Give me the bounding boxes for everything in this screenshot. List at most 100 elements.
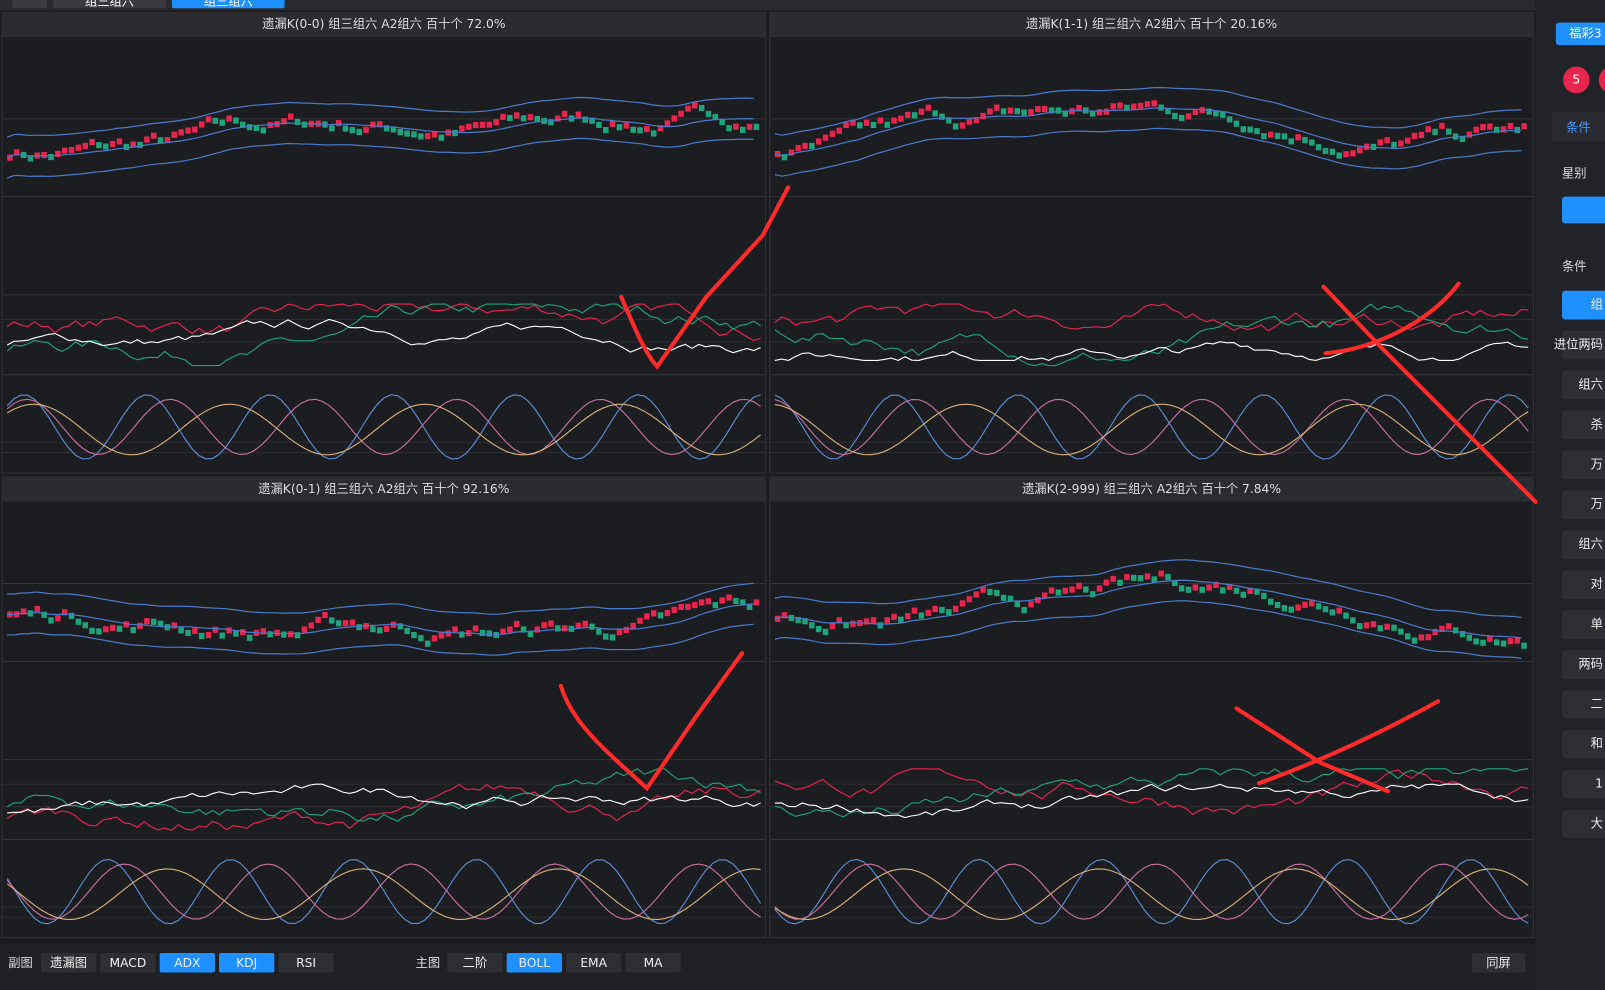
candle xyxy=(809,622,815,629)
candle xyxy=(1220,587,1226,594)
candle xyxy=(1480,639,1486,646)
sidebar-item[interactable] xyxy=(1562,490,1605,520)
candle xyxy=(123,143,130,150)
candle xyxy=(1185,586,1192,593)
toolbar-button[interactable] xyxy=(447,953,503,973)
candle xyxy=(1137,102,1144,109)
candle xyxy=(657,612,664,619)
candle xyxy=(308,622,314,629)
sidebar-item-label: 二 xyxy=(1591,697,1603,711)
sidebar-badge[interactable] xyxy=(1555,22,1605,46)
candle xyxy=(1151,100,1158,107)
candle xyxy=(68,612,75,619)
sidebar-item[interactable] xyxy=(1562,330,1605,360)
tab[interactable] xyxy=(12,0,48,9)
candle xyxy=(513,112,520,119)
candle xyxy=(438,632,445,639)
sidebar-item[interactable] xyxy=(1562,370,1605,400)
tab[interactable] xyxy=(171,0,285,9)
candle xyxy=(1514,637,1521,644)
toolbar-button[interactable] xyxy=(278,953,334,973)
sidebar-tab[interactable] xyxy=(1551,112,1605,142)
candle xyxy=(452,626,458,633)
toolbar-button[interactable] xyxy=(566,953,622,973)
candle xyxy=(1322,606,1329,613)
candle xyxy=(294,632,301,639)
sidebar-item[interactable] xyxy=(1562,809,1605,839)
candle xyxy=(589,117,595,124)
sidebar-item-label: 进位两码 xyxy=(1554,337,1603,352)
candle xyxy=(1041,105,1048,113)
toolbar-button[interactable] xyxy=(219,953,275,973)
indicator-line xyxy=(6,303,761,367)
indicator-line xyxy=(6,863,761,920)
boll-line xyxy=(6,117,754,159)
candle xyxy=(431,635,438,642)
sidebar-item-label: 和 xyxy=(1591,737,1603,751)
sidebar-item[interactable] xyxy=(1562,769,1605,799)
candle xyxy=(1398,140,1404,147)
candle xyxy=(1281,133,1288,140)
toolbar-button[interactable] xyxy=(506,953,562,973)
candle xyxy=(973,591,979,598)
candle xyxy=(349,127,356,134)
candle xyxy=(1096,585,1103,592)
candle xyxy=(719,119,725,126)
candle xyxy=(137,141,143,148)
sidebar-item[interactable] xyxy=(1562,650,1605,679)
sidebar-item[interactable] xyxy=(1562,689,1605,719)
toolbar-button[interactable] xyxy=(159,953,215,973)
candle xyxy=(130,626,136,634)
toolbar-button[interactable] xyxy=(100,953,156,973)
candle xyxy=(685,603,691,610)
candle xyxy=(829,130,836,137)
candle xyxy=(1041,592,1048,599)
sidebar-button[interactable] xyxy=(1562,196,1605,224)
candle xyxy=(411,131,417,138)
toolbar-button[interactable] xyxy=(1471,953,1526,973)
candle xyxy=(1220,111,1226,118)
toolbar-button[interactable] xyxy=(625,953,681,973)
candle xyxy=(575,622,582,629)
candle xyxy=(198,121,205,128)
candle xyxy=(1226,116,1233,123)
candle xyxy=(342,620,349,627)
sidebar-item[interactable] xyxy=(1562,729,1605,759)
candle xyxy=(795,144,801,152)
candle xyxy=(41,151,47,159)
sidebar-item[interactable] xyxy=(1562,530,1605,559)
sidebar-item[interactable] xyxy=(1562,410,1605,440)
candle xyxy=(7,154,13,161)
candle xyxy=(1384,137,1390,144)
indicator-line xyxy=(774,403,1529,456)
candle xyxy=(342,125,349,132)
candle xyxy=(1439,122,1445,129)
candle xyxy=(781,154,788,161)
candle xyxy=(377,627,383,634)
indicator-line xyxy=(6,303,761,342)
candle xyxy=(192,126,198,133)
tab[interactable] xyxy=(53,0,166,9)
sidebar-item[interactable] xyxy=(1562,450,1605,480)
candle xyxy=(692,601,698,609)
cross-mark xyxy=(1321,281,1538,504)
toolbar-button[interactable] xyxy=(40,953,97,973)
candle xyxy=(1480,124,1486,131)
candle xyxy=(1158,570,1164,577)
candle xyxy=(850,119,856,126)
candle xyxy=(1507,123,1514,130)
candle xyxy=(507,626,513,633)
candle xyxy=(14,149,20,156)
sidebar-item[interactable] xyxy=(1562,290,1605,320)
candle xyxy=(870,617,877,624)
candle xyxy=(575,111,582,118)
sidebar-item[interactable] xyxy=(1562,570,1605,599)
candle xyxy=(377,121,383,128)
candle xyxy=(1302,137,1308,144)
candle xyxy=(137,622,143,629)
toolbar-label: 二阶 xyxy=(463,956,488,970)
candle xyxy=(438,134,445,141)
candle xyxy=(1404,633,1411,640)
candle xyxy=(226,115,232,122)
sidebar-item[interactable] xyxy=(1562,610,1605,639)
